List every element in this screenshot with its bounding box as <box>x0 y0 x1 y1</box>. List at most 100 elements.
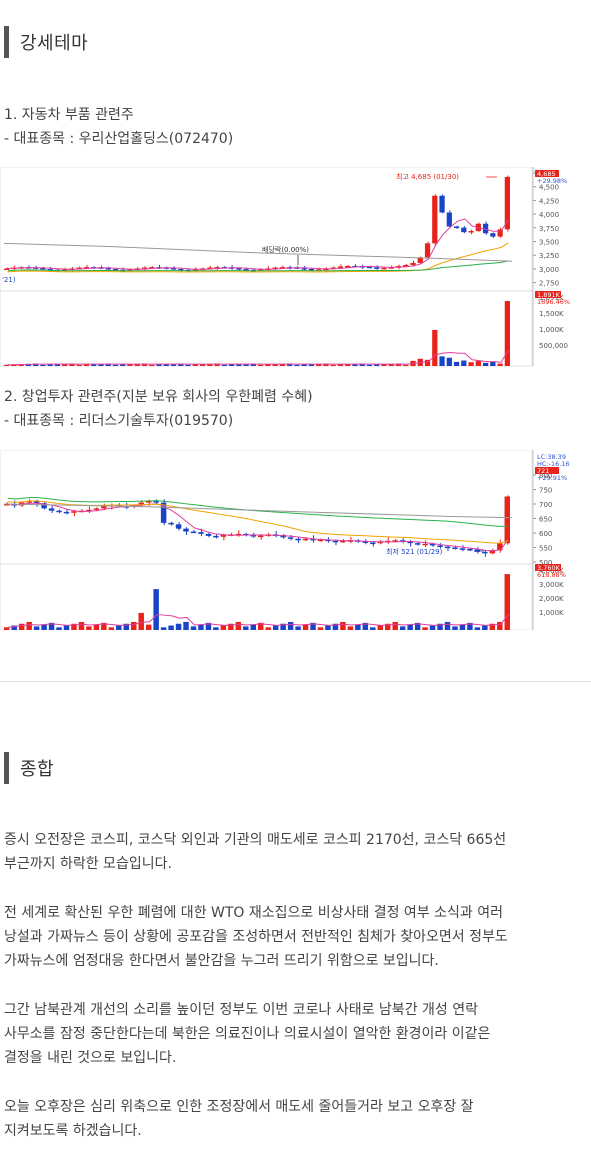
volume-bar <box>213 627 219 630</box>
candle <box>258 269 264 271</box>
candle <box>316 269 322 271</box>
candle <box>235 533 242 536</box>
volume-bar <box>258 364 264 366</box>
volume-bar <box>432 329 438 366</box>
volume-bar <box>359 363 365 366</box>
volume-bar <box>78 621 85 630</box>
volume-bar <box>116 625 122 630</box>
heading-text: 강세테마 <box>20 33 89 54</box>
y-tick-label: 4,000 <box>539 211 559 219</box>
candle <box>317 539 324 542</box>
volume-bar <box>71 623 77 630</box>
volume-bar <box>355 624 361 630</box>
volume-bar <box>214 363 220 366</box>
item-title: 1. 자동차 부품 관련주 <box>4 107 134 123</box>
volume-bar <box>105 363 111 366</box>
volume-bar <box>175 623 182 630</box>
candle <box>407 541 413 544</box>
candle <box>40 268 46 270</box>
volume-bar <box>370 627 376 630</box>
volume-bar <box>228 364 235 366</box>
candle <box>86 509 92 512</box>
candle <box>444 546 451 549</box>
volume-bar <box>388 363 394 366</box>
volume-bar <box>385 623 391 630</box>
ma120-line <box>3 503 513 519</box>
stock-chart-2-svg: 8007507006506005505004,000K3,000K2,000K1… <box>0 449 570 631</box>
heading-text: 종합 <box>20 759 55 780</box>
candle <box>302 538 309 541</box>
volume-bar <box>250 363 256 366</box>
candle <box>332 540 339 543</box>
volume-bar <box>18 364 24 366</box>
volume-bar <box>429 625 436 630</box>
summary-paragraph: 그간 남북관계 개선의 소리를 높이던 정부도 이번 코로나 사태로 남북간 개… <box>4 1002 491 1066</box>
candle <box>149 267 155 269</box>
volume-bar <box>86 626 92 630</box>
candle <box>145 501 152 503</box>
candle <box>4 504 10 506</box>
volume-ma-line <box>7 349 509 366</box>
volume-bar <box>422 627 428 630</box>
candle <box>198 532 204 534</box>
volume-badge-bg <box>535 291 561 298</box>
candle <box>220 535 227 537</box>
volume-bar <box>265 627 271 630</box>
candle <box>62 269 68 271</box>
volume-bar <box>63 625 70 630</box>
candle <box>439 195 445 213</box>
summary-paragraph: 오늘 오후장은 심리 위축으로 인한 조정장에서 매도세 줄어들거라 보고 오후… <box>4 1099 474 1139</box>
volume-bar <box>301 364 307 366</box>
volume-bar <box>243 363 249 366</box>
volume-bar <box>205 622 212 630</box>
candle <box>403 264 409 267</box>
item-title: 2. 창업투자 관련주(지분 보유 회사의 우한폐렴 수혜) <box>4 389 313 405</box>
volume-bar <box>69 363 75 366</box>
volume-panel <box>0 290 533 367</box>
y-tick-label: 650 <box>539 516 552 524</box>
y-tick-label: 4,250 <box>539 197 559 205</box>
volume-bar <box>123 623 129 630</box>
price-badge-bg <box>535 170 559 177</box>
volume-bar <box>183 621 189 630</box>
y-tick-label: 4,500 <box>539 184 559 192</box>
candle <box>459 548 466 550</box>
ma120-line <box>3 242 513 262</box>
candle <box>467 548 473 551</box>
volume-bar <box>467 622 473 630</box>
volume-bar <box>504 574 510 630</box>
candle <box>482 551 488 554</box>
candle <box>160 502 167 523</box>
volume-bar <box>48 622 55 630</box>
volume-bar <box>294 364 300 366</box>
volume-tick-label: 2,000K <box>539 595 564 603</box>
candle <box>138 502 144 506</box>
volume-bar <box>347 626 354 630</box>
price-badge: LC:38.39 <box>537 453 566 461</box>
candle <box>362 541 369 543</box>
volume-bar <box>25 363 32 366</box>
volume-bar <box>62 363 68 366</box>
candle <box>287 537 294 539</box>
volume-bar <box>345 364 351 366</box>
candle <box>424 243 431 258</box>
volume-bar <box>138 612 144 630</box>
ma5-line <box>7 502 509 552</box>
volume-bar <box>112 364 119 366</box>
price-panel <box>0 449 533 565</box>
candle <box>414 543 421 545</box>
candle <box>429 543 436 546</box>
candle <box>127 269 133 271</box>
candle <box>432 195 438 244</box>
section-heading-strong-themes: 강세테마 <box>4 26 88 58</box>
volume-bar <box>41 624 47 630</box>
volume-bar <box>392 621 398 630</box>
volume-bar <box>228 623 234 630</box>
volume-bar <box>33 363 39 366</box>
volume-bar <box>134 363 140 366</box>
volume-bar <box>108 627 115 630</box>
candle <box>141 267 148 270</box>
volume-ma-line <box>7 613 509 628</box>
candle <box>47 269 53 271</box>
volume-bar <box>178 363 184 366</box>
